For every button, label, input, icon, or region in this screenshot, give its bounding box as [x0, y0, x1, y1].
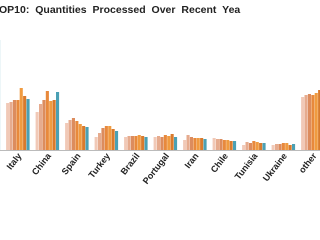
bar — [71, 118, 75, 150]
bar — [233, 141, 237, 150]
bar — [75, 121, 79, 150]
bar — [262, 143, 266, 150]
bar — [226, 140, 230, 150]
x-tick-label: Brazil — [119, 151, 142, 176]
bar — [52, 100, 56, 150]
bar — [111, 129, 115, 150]
bar — [65, 123, 69, 150]
x-tick-label: China — [30, 150, 54, 177]
x-tick-label: other — [297, 151, 319, 175]
bar — [98, 133, 102, 150]
bar — [216, 139, 220, 150]
bar — [82, 126, 86, 150]
bar — [157, 136, 161, 150]
bar — [304, 95, 308, 150]
bar — [248, 143, 252, 150]
bar — [94, 137, 98, 150]
bar — [9, 102, 13, 150]
bar — [160, 137, 164, 150]
bar — [200, 138, 204, 150]
page: {"chart_data": {"type": "bar", "title": … — [0, 4, 320, 187]
bar — [56, 92, 60, 150]
bar — [285, 143, 289, 150]
x-tick-label: Chile — [209, 151, 230, 175]
bar — [144, 137, 148, 150]
bar — [271, 145, 275, 150]
bar — [49, 101, 53, 150]
bar — [137, 135, 141, 150]
bar — [259, 143, 263, 150]
x-tick-label: Portugal — [141, 151, 171, 186]
bar — [314, 93, 318, 150]
bar — [16, 100, 20, 150]
bar — [278, 144, 282, 150]
bar — [186, 135, 190, 150]
bar — [242, 145, 246, 150]
bar — [134, 136, 138, 150]
x-tick-label: Iran — [183, 151, 201, 170]
bar — [68, 120, 72, 150]
chart-title: OP10: Quantities Processed Over Recent Y… — [0, 4, 240, 16]
bar — [78, 124, 82, 150]
bar — [141, 136, 145, 150]
bar — [35, 112, 39, 150]
bar — [39, 104, 43, 150]
bar — [252, 141, 256, 150]
bar — [301, 97, 305, 150]
bar — [163, 135, 167, 150]
bar — [153, 137, 157, 150]
bar — [42, 100, 46, 150]
bar — [318, 90, 320, 150]
x-tick-label: Turkey — [86, 151, 112, 180]
bar — [222, 140, 226, 150]
bar — [170, 134, 174, 150]
x-tick-label: Tunisia — [233, 150, 260, 181]
bar — [23, 96, 27, 150]
bar — [281, 143, 285, 150]
bar — [12, 100, 16, 150]
bar — [124, 137, 128, 150]
bar — [196, 138, 200, 150]
bar — [275, 144, 279, 150]
bar — [288, 145, 292, 150]
bar — [45, 91, 49, 150]
bar — [6, 103, 10, 150]
bar — [130, 136, 134, 150]
bar — [307, 94, 311, 150]
x-tick-label: Spain — [60, 151, 83, 176]
chart: OP10: Quantities Processed Over Recent Y… — [0, 4, 320, 186]
bar — [104, 126, 108, 150]
bar — [174, 137, 178, 150]
bar — [292, 144, 296, 150]
bar — [229, 141, 233, 150]
x-tick-label: Ukraine — [261, 151, 289, 183]
bar — [85, 127, 89, 150]
x-tick-label: Italy — [5, 151, 24, 171]
bar — [108, 126, 112, 150]
bar — [193, 138, 197, 150]
bar — [167, 136, 171, 150]
bar — [245, 142, 249, 150]
bar — [101, 128, 105, 150]
bar — [212, 138, 216, 150]
bar — [255, 142, 259, 150]
bar — [26, 99, 30, 150]
bar — [115, 131, 119, 150]
bar — [203, 139, 207, 150]
bar — [189, 137, 193, 150]
bar — [183, 140, 187, 150]
bar — [127, 136, 131, 150]
bar — [219, 139, 223, 150]
bar — [19, 88, 23, 150]
bar — [311, 95, 315, 150]
